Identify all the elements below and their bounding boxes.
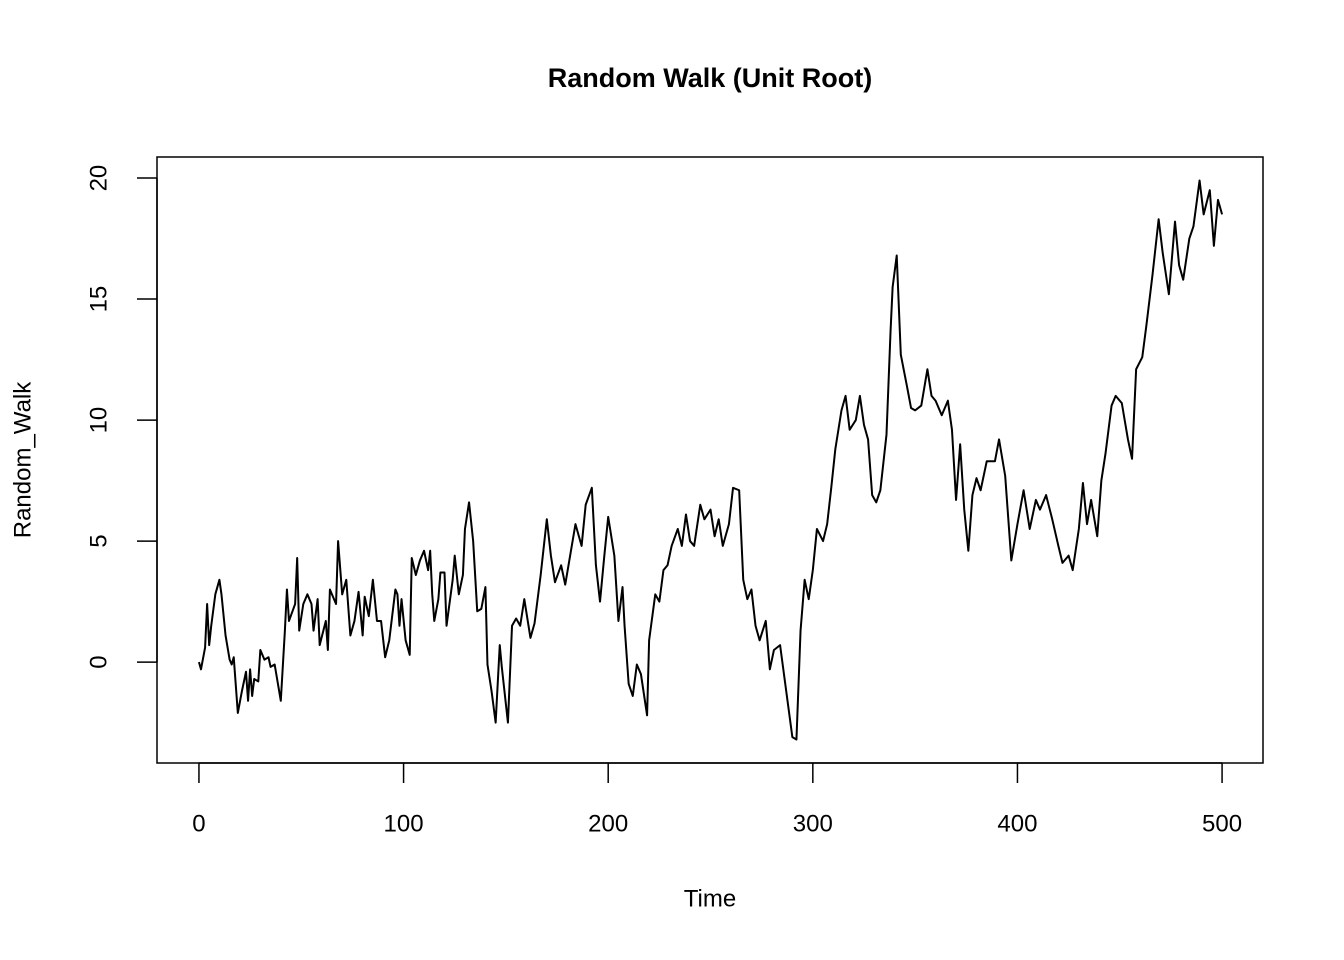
y-tick-label: 10: [85, 407, 112, 434]
x-tick-label: 500: [1202, 810, 1242, 837]
x-tick-label: 100: [384, 810, 424, 837]
x-tick-label: 300: [793, 810, 833, 837]
chart-title: Random Walk (Unit Root): [548, 63, 872, 93]
x-tick-label: 400: [997, 810, 1037, 837]
x-axis-label: Time: [684, 885, 736, 912]
y-tick-label: 5: [85, 534, 112, 547]
x-tick-label: 0: [192, 810, 205, 837]
y-axis-label: Random_Walk: [9, 381, 36, 539]
data-line: [197, 179, 1224, 741]
x-tick-label: 200: [588, 810, 628, 837]
y-tick-label: 0: [85, 655, 112, 668]
y-tick-label: 20: [85, 165, 112, 192]
y-tick-label: 15: [85, 286, 112, 313]
plot-frame: [156, 156, 1264, 764]
